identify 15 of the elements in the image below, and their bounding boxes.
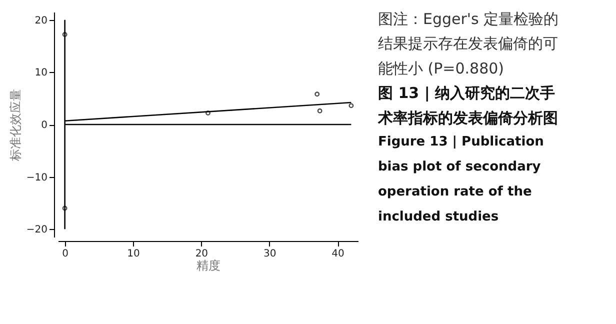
y-tick-label: 0 bbox=[41, 120, 48, 131]
caption: 图 13 | 纳入研究的二次手术率指标的发表偏倚分析图 bbox=[377, 84, 558, 127]
caption: Figure 13 | Publication bias plot of secondary operation rate of the included studies bbox=[378, 134, 544, 224]
x-tick-label: 0 bbox=[62, 248, 69, 260]
x-tick-label: 20 bbox=[195, 248, 208, 260]
x-axis-title: 精度 bbox=[196, 258, 220, 272]
x-tick-label: 30 bbox=[263, 248, 276, 260]
text: 图注：Egger's 定量检验的结果提示存在发表偏倚的可能性小 (P=0.880) bbox=[378, 10, 559, 78]
y-tick-label: 10 bbox=[34, 68, 48, 79]
y-tick-label: −20 bbox=[26, 224, 48, 236]
x-tick-label: 40 bbox=[332, 248, 344, 260]
y-tick-label: 20 bbox=[34, 15, 48, 26]
x-tick-label: 10 bbox=[127, 248, 140, 260]
y-tick-label: −10 bbox=[26, 172, 48, 184]
y-axis-title: 标准化效应量 bbox=[8, 89, 22, 162]
